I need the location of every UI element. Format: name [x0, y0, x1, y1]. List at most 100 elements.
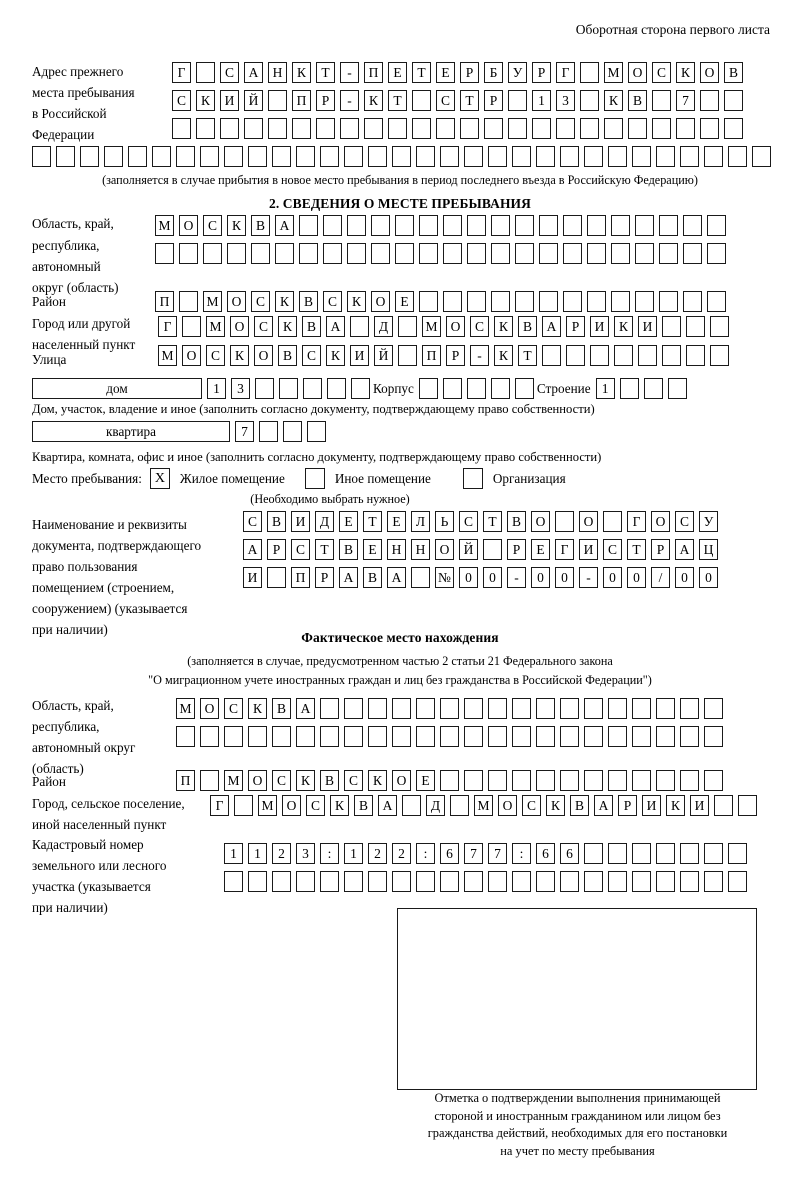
- actual-region-cell[interactable]: [488, 698, 507, 719]
- actual-city-cell[interactable]: О: [282, 795, 301, 816]
- region-cell[interactable]: [635, 243, 654, 264]
- street-cell[interactable]: О: [254, 345, 273, 366]
- prev-address-cell[interactable]: Н: [268, 62, 287, 83]
- city-cell[interactable]: [182, 316, 201, 337]
- actual-region-cell[interactable]: [560, 698, 579, 719]
- prev-address-cell[interactable]: [412, 90, 431, 111]
- house-cell[interactable]: [327, 378, 346, 399]
- region-cell[interactable]: [443, 215, 462, 236]
- region-cell[interactable]: [707, 243, 726, 264]
- actual-district-cell[interactable]: С: [344, 770, 363, 791]
- region-cell[interactable]: [371, 215, 390, 236]
- cadastral-cell[interactable]: [656, 871, 675, 892]
- document-cell[interactable]: И: [243, 567, 262, 588]
- street-cell[interactable]: К: [494, 345, 513, 366]
- district-cell[interactable]: [659, 291, 678, 312]
- region-cell[interactable]: [395, 243, 414, 264]
- prev-address-cell[interactable]: [704, 146, 723, 167]
- actual-district-cell[interactable]: [512, 770, 531, 791]
- cadastral-cell[interactable]: 1: [344, 843, 363, 864]
- prev-address-cell[interactable]: [676, 118, 695, 139]
- region-row-2[interactable]: [155, 243, 726, 264]
- prev-address-cell[interactable]: О: [700, 62, 719, 83]
- document-cell[interactable]: 0: [459, 567, 478, 588]
- stay-type-checkbox-organization[interactable]: [462, 468, 483, 489]
- document-cell[interactable]: [483, 539, 502, 560]
- district-cell[interactable]: К: [275, 291, 294, 312]
- cadastral-cell[interactable]: 3: [296, 843, 315, 864]
- prev-address-cell[interactable]: [272, 146, 291, 167]
- city-cell[interactable]: К: [614, 316, 633, 337]
- actual-region-cell[interactable]: [512, 698, 531, 719]
- region-cell[interactable]: А: [275, 215, 294, 236]
- district-cell[interactable]: С: [323, 291, 342, 312]
- document-cell[interactable]: -: [579, 567, 598, 588]
- street-cell[interactable]: М: [158, 345, 177, 366]
- district-cell[interactable]: [683, 291, 702, 312]
- cadastral-cell[interactable]: [272, 871, 291, 892]
- actual-region-cell[interactable]: [176, 726, 195, 747]
- prev-address-cell[interactable]: К: [196, 90, 215, 111]
- cadastral-cell[interactable]: [680, 843, 699, 864]
- prev-address-cell[interactable]: [244, 118, 263, 139]
- region-cell[interactable]: [539, 215, 558, 236]
- street-cell[interactable]: К: [230, 345, 249, 366]
- stroenie-cell[interactable]: [667, 378, 687, 399]
- document-cell[interactable]: 0: [483, 567, 502, 588]
- cadastral-cell[interactable]: [608, 871, 627, 892]
- korpus-cell[interactable]: [418, 378, 438, 399]
- prev-address-cell[interactable]: [556, 118, 575, 139]
- actual-region-cell[interactable]: [560, 726, 579, 747]
- actual-city-cell[interactable]: С: [306, 795, 325, 816]
- document-cell[interactable]: 0: [699, 567, 718, 588]
- region-cell[interactable]: [347, 243, 366, 264]
- prev-address-cell[interactable]: Е: [388, 62, 407, 83]
- district-cell[interactable]: М: [203, 291, 222, 312]
- actual-region-cell[interactable]: [680, 698, 699, 719]
- document-cell[interactable]: С: [603, 539, 622, 560]
- stay-type-checkbox-other[interactable]: [304, 468, 325, 489]
- street-cell[interactable]: [686, 345, 705, 366]
- city-cell[interactable]: А: [326, 316, 345, 337]
- cadastral-cell[interactable]: 2: [392, 843, 411, 864]
- actual-region-cell[interactable]: О: [200, 698, 219, 719]
- house-cell[interactable]: [303, 378, 322, 399]
- prev-address-cell[interactable]: [316, 118, 335, 139]
- actual-district-cell[interactable]: [680, 770, 699, 791]
- prev-address-cell[interactable]: [580, 90, 599, 111]
- document-cell[interactable]: [603, 511, 622, 532]
- city-cell[interactable]: С: [470, 316, 489, 337]
- flat-cells[interactable]: 7: [235, 421, 326, 442]
- actual-city-cell[interactable]: М: [258, 795, 277, 816]
- cadastral-cell[interactable]: [536, 871, 555, 892]
- region-cell[interactable]: [563, 215, 582, 236]
- korpus-cell[interactable]: [442, 378, 462, 399]
- actual-region-cell[interactable]: [272, 726, 291, 747]
- house-cell[interactable]: [351, 378, 370, 399]
- cadastral-cell[interactable]: [488, 871, 507, 892]
- prev-address-cell[interactable]: [416, 146, 435, 167]
- actual-district-cell[interactable]: [488, 770, 507, 791]
- actual-city-cell[interactable]: К: [330, 795, 349, 816]
- actual-district-cell[interactable]: [704, 770, 723, 791]
- prev-address-cell[interactable]: А: [244, 62, 263, 83]
- document-cell[interactable]: Т: [363, 511, 382, 532]
- document-row-3[interactable]: И П Р А В А № 0 0-0 0-0 0/0 0: [243, 567, 718, 588]
- flat-cell[interactable]: [283, 421, 302, 442]
- region-cell[interactable]: [275, 243, 294, 264]
- prev-address-cell[interactable]: В: [724, 62, 743, 83]
- cadastral-cell[interactable]: [632, 871, 651, 892]
- actual-city-cell[interactable]: Д: [426, 795, 445, 816]
- document-cell[interactable]: Е: [363, 539, 382, 560]
- cadastral-cell[interactable]: [704, 843, 723, 864]
- actual-district-cell[interactable]: В: [320, 770, 339, 791]
- region-cell[interactable]: [659, 215, 678, 236]
- prev-address-cell[interactable]: К: [604, 90, 623, 111]
- street-cell[interactable]: К: [326, 345, 345, 366]
- prev-address-cell[interactable]: [560, 146, 579, 167]
- cadastral-cell[interactable]: [224, 871, 243, 892]
- street-cell[interactable]: В: [278, 345, 297, 366]
